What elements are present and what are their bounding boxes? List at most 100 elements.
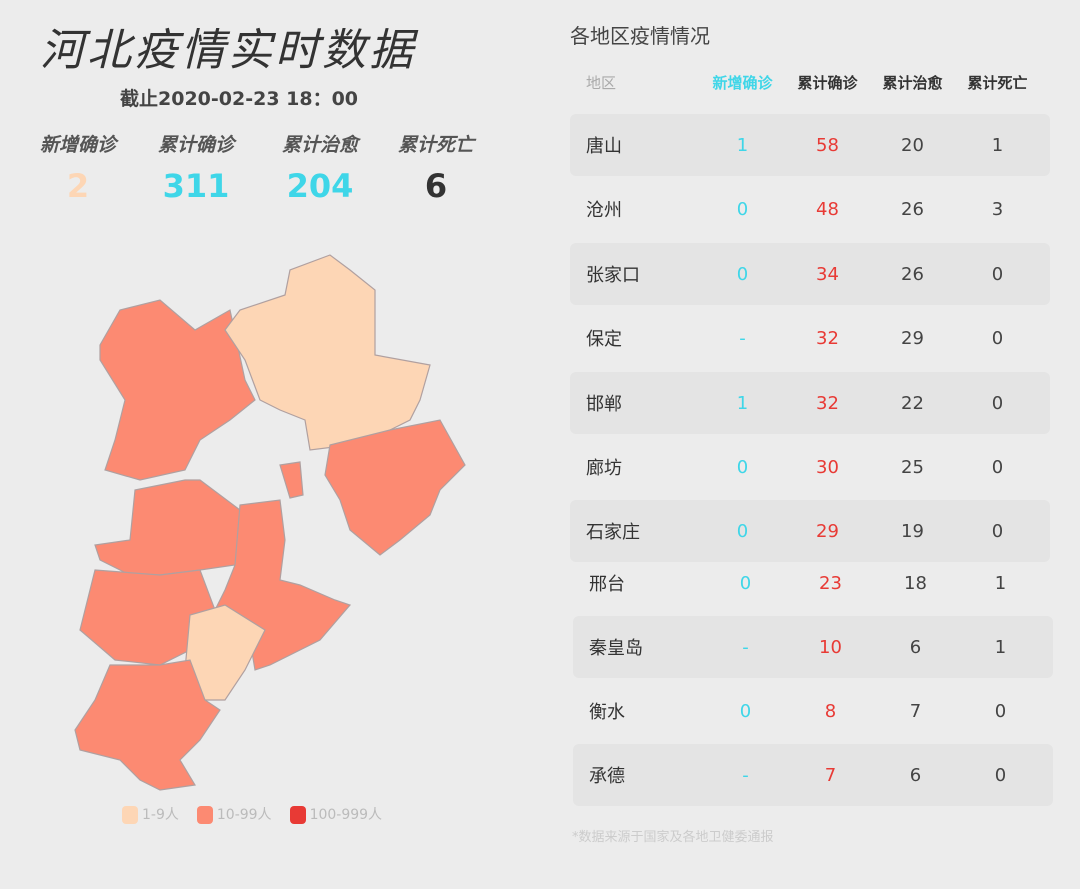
total-cell: 32	[816, 327, 839, 349]
stat-value: 2	[66, 167, 90, 205]
cured-cell: 18	[904, 572, 927, 594]
total-cell: 30	[816, 456, 839, 478]
deaths-cell: 3	[991, 198, 1004, 220]
table-header: 地区 新增确诊 累计确诊 累计治愈 累计死亡	[570, 72, 1050, 93]
legend-label: 100-999人	[309, 807, 383, 823]
region-cell: 邢台	[589, 574, 625, 595]
region-cell: 张家口	[586, 265, 640, 286]
total-cell: 7	[824, 764, 837, 786]
cured-cell: 25	[901, 456, 924, 478]
region-cell: 沧州	[586, 200, 622, 221]
new-cell: -	[742, 764, 749, 786]
stat-label: 新增确诊	[39, 134, 116, 156]
total-cell: 23	[819, 572, 842, 594]
new-cell: 0	[736, 263, 749, 285]
total-cell: 32	[816, 392, 839, 414]
deaths-cell: 0	[991, 392, 1004, 414]
new-cell: 1	[736, 392, 749, 414]
table-row[interactable]: 唐山 1 58 20 1	[570, 114, 1050, 176]
header-cured: 累计治愈	[882, 74, 943, 92]
page-title: 河北疫情实时数据	[40, 25, 416, 76]
table-row[interactable]: 石家庄 0 29 19 0	[570, 500, 1050, 562]
new-cell: 0	[736, 198, 749, 220]
new-cell: 0	[736, 456, 749, 478]
map-region-baoding[interactable]	[94, 479, 251, 576]
stat-total-confirmed: 累计确诊 311	[136, 130, 256, 205]
cured-cell: 26	[901, 263, 924, 285]
update-time: 截止2020-02-23 18：00	[120, 88, 359, 110]
table-row[interactable]: 廊坊 0 30 25 0	[570, 436, 1050, 498]
cured-cell: 6	[909, 636, 922, 658]
stat-label: 累计死亡	[397, 134, 474, 156]
table-row[interactable]: 沧州 0 48 26 3	[570, 178, 1050, 240]
deaths-cell: 0	[991, 456, 1004, 478]
deaths-cell: 0	[991, 520, 1004, 542]
header-total: 累计确诊	[797, 74, 858, 92]
deaths-cell: 1	[991, 134, 1004, 156]
cured-cell: 6	[909, 764, 922, 786]
region-cell: 邯郸	[586, 394, 622, 415]
map-region-langfang[interactable]	[279, 461, 304, 499]
stat-total-deaths: 累计死亡 6	[376, 130, 496, 205]
map-region-chengde[interactable]	[224, 254, 431, 451]
legend-item[interactable]: 100-999人	[289, 804, 383, 824]
region-cell: 承德	[589, 766, 625, 787]
legend-label: 1-9人	[142, 807, 179, 823]
legend-item[interactable]: 1-9人	[122, 804, 179, 824]
stat-value: 204	[286, 167, 354, 205]
table-row[interactable]: 衡水 0 8 7 0	[573, 680, 1053, 742]
region-cell: 秦皇岛	[589, 638, 643, 659]
map-region-zhangjiakou[interactable]	[99, 299, 256, 481]
total-cell: 48	[816, 198, 839, 220]
stat-label: 累计确诊	[157, 134, 234, 156]
legend-swatch	[122, 806, 138, 824]
stat-label: 累计治愈	[281, 134, 358, 156]
cured-cell: 19	[901, 520, 924, 542]
table-row[interactable]: 保定 - 32 29 0	[570, 307, 1050, 369]
legend-label: 10-99人	[216, 807, 272, 823]
region-cell: 唐山	[586, 136, 622, 157]
region-cell: 石家庄	[586, 522, 640, 543]
table-row[interactable]: 张家口 0 34 26 0	[570, 243, 1050, 305]
cured-cell: 29	[901, 327, 924, 349]
header-new: 新增确诊	[712, 74, 773, 92]
table-row[interactable]: 承德 - 7 6 0	[573, 744, 1053, 806]
cured-cell: 26	[901, 198, 924, 220]
cured-cell: 22	[901, 392, 924, 414]
map-region-tangshan-qinhuangdao[interactable]	[324, 419, 466, 556]
total-cell: 8	[824, 700, 837, 722]
legend-item[interactable]: 10-99人	[196, 804, 272, 824]
deaths-cell: 0	[991, 327, 1004, 349]
region-cell: 保定	[586, 329, 622, 350]
table-title: 各地区疫情情况	[570, 24, 710, 48]
total-cell: 29	[816, 520, 839, 542]
stat-value: 6	[424, 167, 448, 205]
table-row[interactable]: 秦皇岛 - 10 6 1	[573, 616, 1053, 678]
table-row[interactable]: 邯郸 1 32 22 0	[570, 372, 1050, 434]
new-cell: -	[739, 327, 746, 349]
new-cell: 1	[736, 134, 749, 156]
total-cell: 34	[816, 263, 839, 285]
map-region-xingtai-handan[interactable]	[74, 659, 221, 791]
region-cell: 廊坊	[586, 458, 622, 479]
stat-total-cured: 累计治愈 204	[260, 130, 380, 205]
new-cell: -	[742, 636, 749, 658]
header-deaths: 累计死亡	[967, 74, 1028, 92]
total-cell: 10	[819, 636, 842, 658]
legend-swatch	[289, 806, 306, 824]
cured-cell: 20	[901, 134, 924, 156]
new-cell: 0	[739, 572, 752, 594]
hebei-map[interactable]	[60, 240, 480, 800]
stat-new-confirmed: 新增确诊 2	[18, 130, 138, 205]
deaths-cell: 1	[994, 572, 1007, 594]
new-cell: 0	[736, 520, 749, 542]
table-row[interactable]: 邢台 0 23 18 1	[573, 552, 1053, 614]
new-cell: 0	[739, 700, 752, 722]
deaths-cell: 0	[991, 263, 1004, 285]
cured-cell: 7	[909, 700, 922, 722]
data-source-note: *数据来源于国家及各地卫健委通报	[572, 830, 774, 845]
region-cell: 衡水	[589, 702, 625, 723]
deaths-cell: 0	[994, 700, 1007, 722]
map-legend: 1-9人 10-99人 100-999人	[122, 804, 382, 824]
legend-swatch	[196, 806, 213, 824]
